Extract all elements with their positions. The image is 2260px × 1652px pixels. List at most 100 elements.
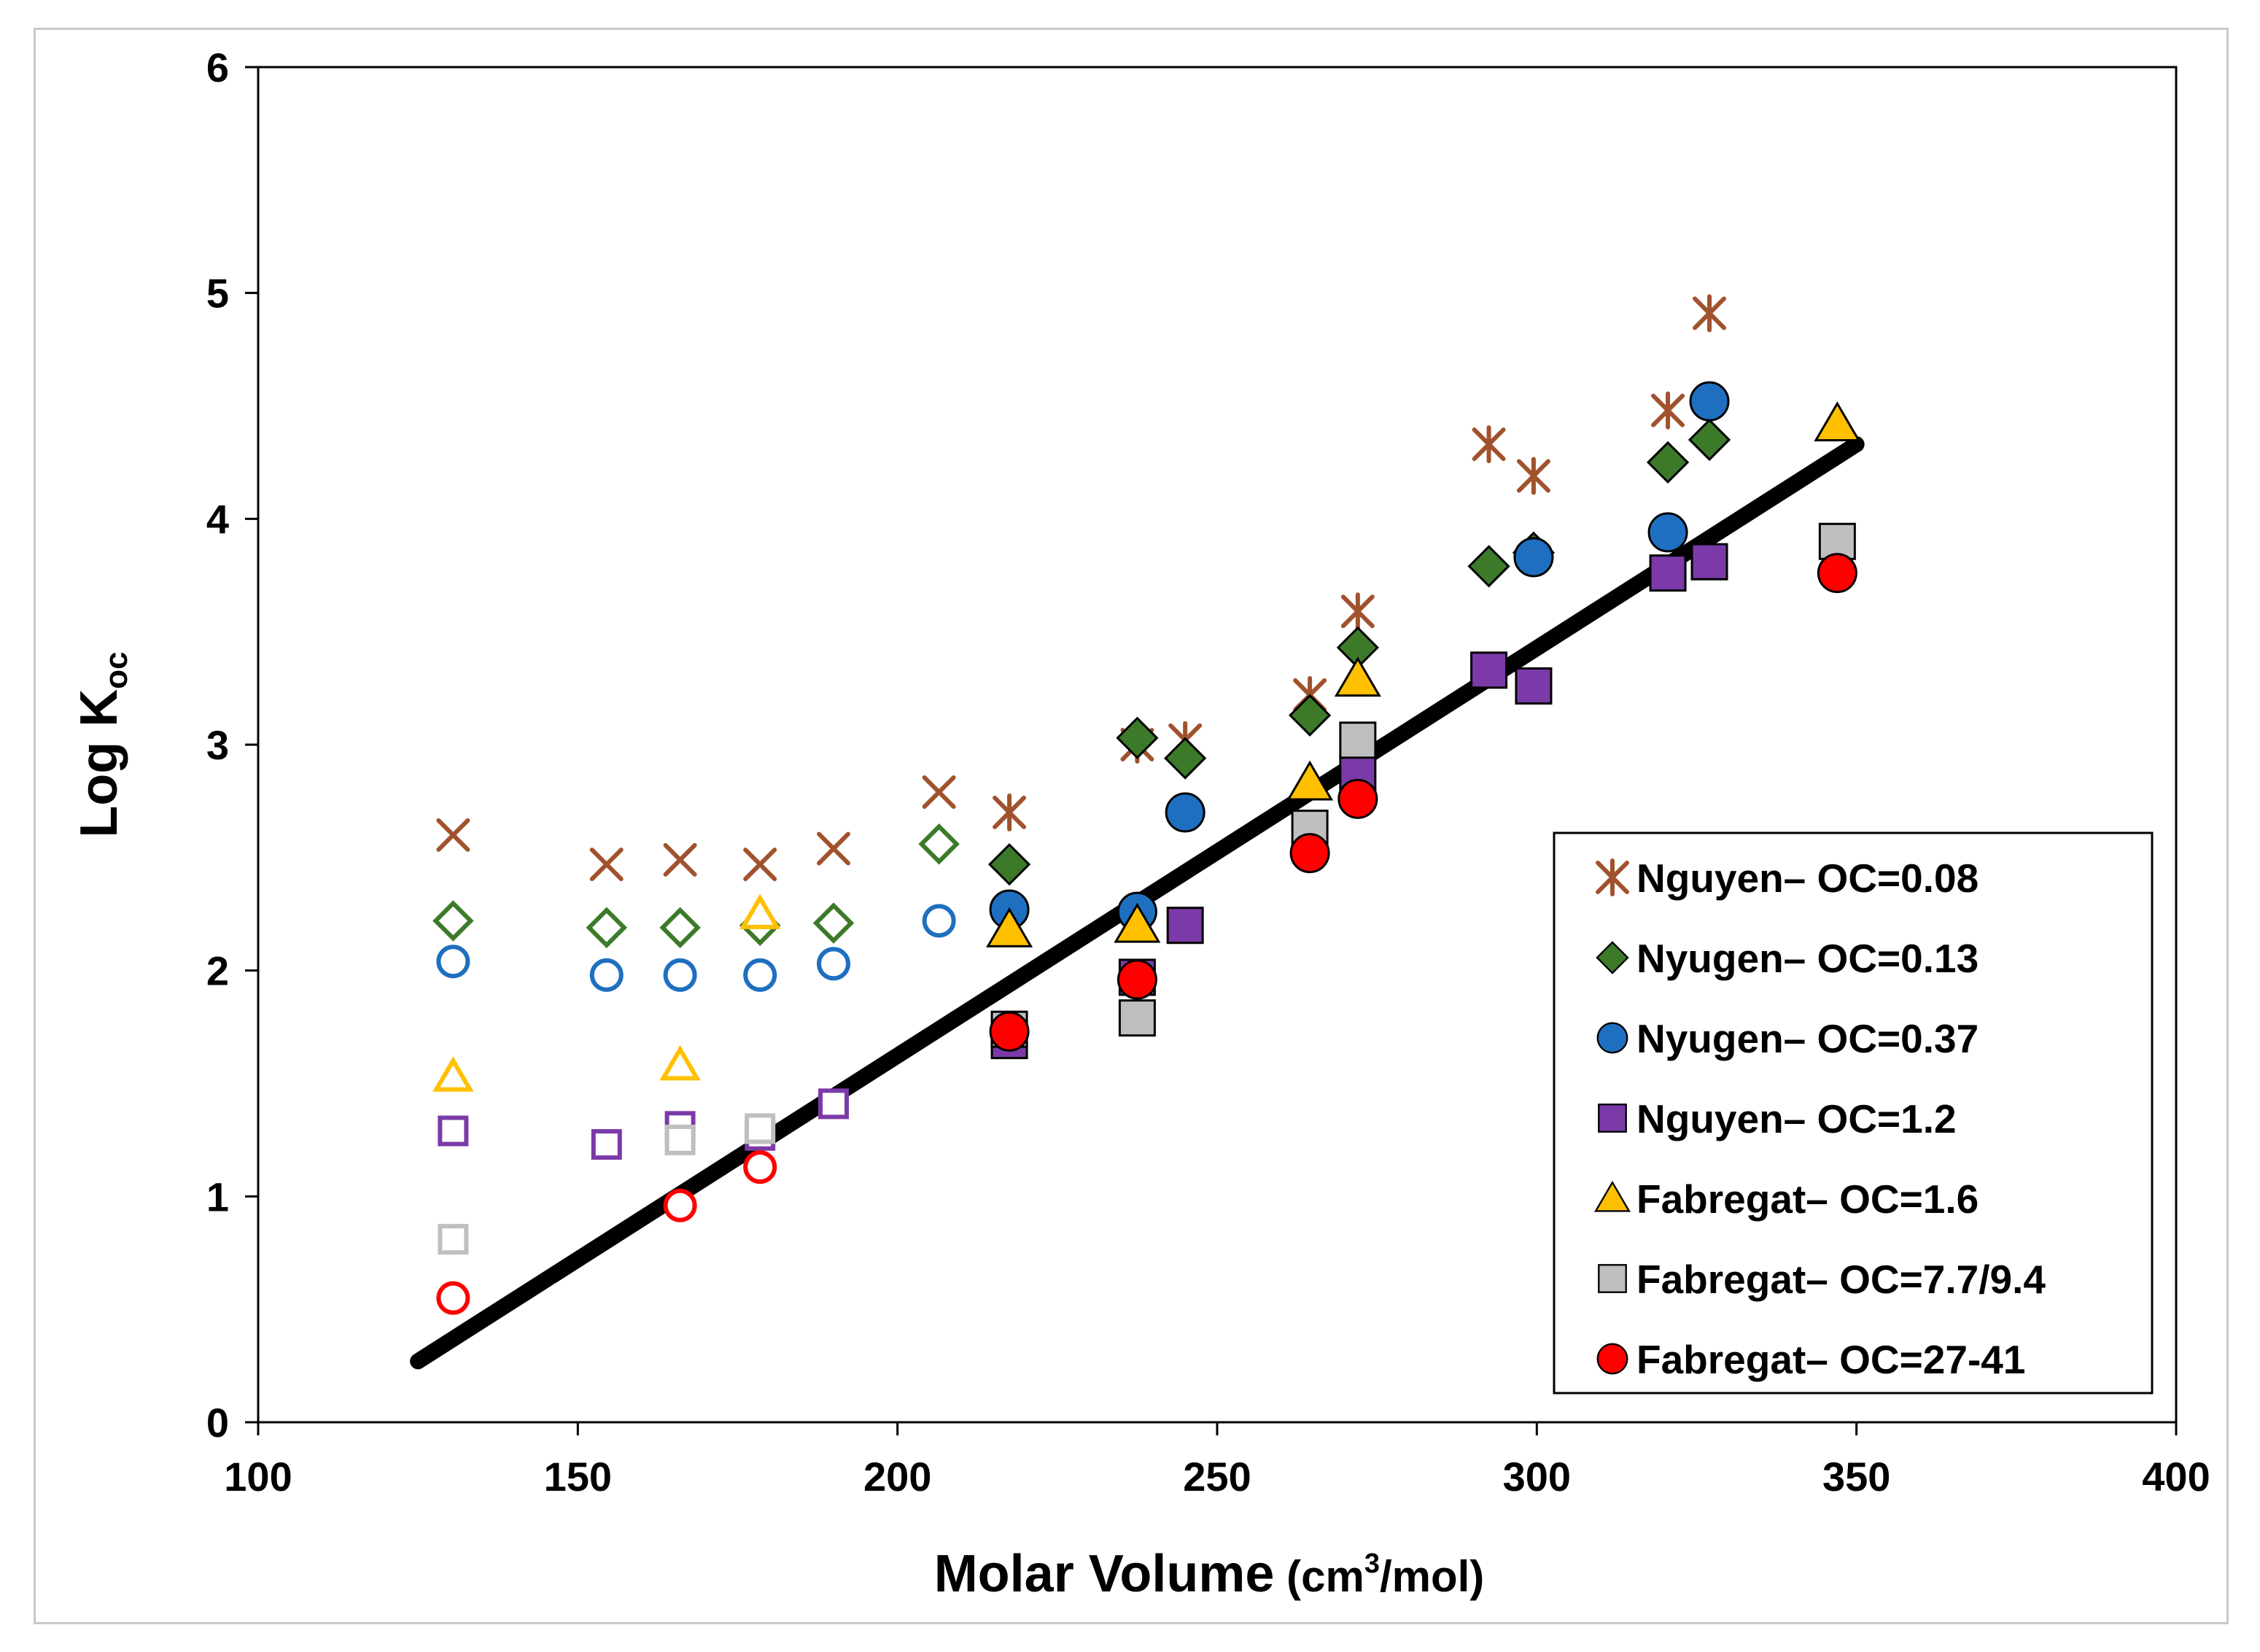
data-point — [987, 843, 1031, 886]
data-point — [1818, 522, 1856, 560]
data-point-open — [432, 1056, 474, 1092]
data-point — [1693, 294, 1727, 333]
data-point — [1651, 391, 1685, 430]
x-axis-title: Molar Volume (cm3/mol) — [934, 1545, 1485, 1603]
data-point-open — [586, 907, 628, 949]
data-point-open — [438, 1224, 469, 1255]
data-point-open — [743, 958, 777, 992]
legend-item: Fabregat– OC=27-41 — [1596, 1337, 2025, 1382]
x-tick-label: 250 — [1183, 1454, 1251, 1500]
data-point — [1337, 778, 1378, 819]
data-point-open — [812, 902, 855, 944]
legend-label: Nguyen– OC=1.2 — [1636, 1096, 1957, 1141]
x-tick-label: 100 — [224, 1454, 292, 1500]
data-point-open — [745, 1113, 776, 1144]
data-point-open — [922, 904, 956, 938]
legend-label: Fabregat– OC=7.7/9.4 — [1636, 1257, 2046, 1302]
data-point — [1688, 418, 1731, 462]
data-point — [1289, 833, 1330, 874]
data-point — [1117, 959, 1157, 1000]
data-point-open — [818, 1088, 849, 1120]
legend-box — [1553, 831, 2154, 1395]
data-point — [989, 1011, 1030, 1052]
y-tick-label: 4 — [206, 496, 229, 542]
legend-item: Fabregat– OC=1.6 — [1594, 1176, 1979, 1222]
y-tick-label: 1 — [206, 1174, 229, 1219]
data-point-open — [664, 1124, 696, 1155]
legend-marker — [1596, 858, 1629, 896]
data-point — [1515, 667, 1553, 705]
legend-marker — [1594, 1180, 1631, 1212]
x-tick-label: 400 — [2142, 1454, 2210, 1500]
legend-marker — [1596, 1022, 1628, 1054]
data-point — [1690, 543, 1728, 581]
legend-item: Nguyen– OC=0.08 — [1596, 856, 1979, 901]
legend-item: Fabregat– OC=7.7/9.4 — [1598, 1257, 2046, 1302]
legend-marker — [1598, 1104, 1627, 1133]
data-point — [1339, 721, 1377, 759]
data-point-open — [436, 818, 470, 852]
y-tick-label: 3 — [206, 722, 229, 768]
y-tick-label: 0 — [206, 1400, 229, 1446]
legend-label: Nguyen– OC=0.08 — [1636, 856, 1979, 901]
data-point — [1116, 716, 1159, 759]
data-point — [1689, 381, 1730, 422]
data-point — [1516, 457, 1550, 495]
data-point — [1646, 441, 1690, 484]
data-point — [1814, 401, 1861, 442]
data-point-open — [663, 958, 697, 992]
y-axis-title: Log Koc — [70, 651, 134, 837]
data-point-open — [743, 848, 777, 882]
y-tick-label: 2 — [206, 948, 229, 994]
data-point — [1288, 694, 1332, 737]
legend-item: Nyugen– OC=0.13 — [1596, 936, 1979, 981]
data-point-open — [918, 823, 960, 865]
data-point-open — [663, 842, 697, 877]
data-point — [1165, 792, 1205, 833]
y-axis-ticks: 0 1 2 3 4 5 6 — [206, 44, 258, 1446]
data-point — [1649, 554, 1687, 592]
data-point — [1166, 907, 1204, 945]
legend-item: Nguyen– OC=1.2 — [1598, 1096, 1957, 1141]
legend: Nguyen– OC=0.08 Nyugen– OC=0.13 Nyugen– OC… — [1553, 831, 2154, 1395]
data-point-open — [663, 1188, 697, 1222]
legend-marker — [1596, 1343, 1628, 1375]
data-point — [1647, 512, 1688, 553]
x-axis-ticks: 100 150 200 250 300 350 400 — [224, 1422, 2210, 1500]
data-point — [1164, 737, 1207, 780]
data-point-open — [589, 958, 624, 992]
series-5 — [432, 401, 1861, 1092]
data-point — [1334, 656, 1381, 697]
data-point-open — [432, 900, 474, 942]
x-tick-label: 200 — [863, 1454, 931, 1500]
data-point-open — [817, 831, 850, 866]
x-tick-label: 300 — [1503, 1454, 1571, 1500]
data-point — [1340, 592, 1375, 631]
legend-marker — [1598, 1264, 1627, 1293]
data-point-open — [659, 907, 701, 949]
data-point-open — [436, 1281, 470, 1315]
legend-item: Nyugen– OC=0.37 — [1596, 1016, 1979, 1061]
data-points — [432, 294, 1861, 1315]
data-point — [1286, 760, 1334, 801]
data-point — [1470, 651, 1508, 689]
data-point — [1114, 902, 1161, 943]
x-tick-label: 350 — [1822, 1454, 1890, 1500]
data-point — [993, 793, 1027, 831]
data-point-open — [589, 848, 624, 882]
legend-label: Fabregat– OC=27-41 — [1636, 1337, 2025, 1382]
data-point — [986, 907, 1033, 947]
data-point — [1513, 537, 1554, 578]
data-point-open — [817, 947, 850, 981]
data-point-open — [922, 775, 956, 810]
data-point — [1467, 545, 1510, 588]
legend-label: Nyugen– OC=0.37 — [1636, 1016, 1979, 1061]
data-point-open — [438, 1115, 469, 1147]
data-point-open — [591, 1129, 622, 1160]
series-7 — [436, 553, 1857, 1315]
data-point — [1118, 999, 1156, 1037]
legend-label: Nyugen– OC=0.13 — [1636, 936, 1979, 981]
data-point — [1472, 425, 1506, 464]
data-point-open — [743, 1150, 777, 1184]
data-point-open — [436, 945, 470, 979]
